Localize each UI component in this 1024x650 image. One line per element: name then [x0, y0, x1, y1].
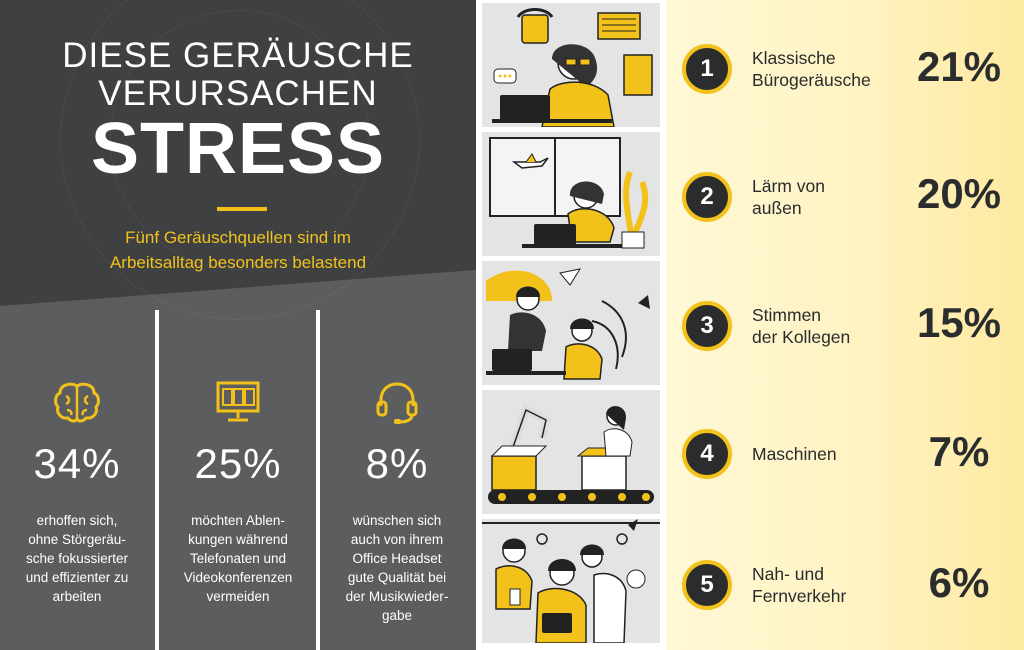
stat-focus: 34% erhoffen sich, ohne Störgeräu- sche … [2, 310, 152, 650]
ranking-row: 3 Stimmen der Kollegen 15% [666, 261, 1024, 391]
title-line-1: DIESE GERÄUSCHE [62, 36, 414, 75]
rank-badge: 5 [682, 560, 732, 610]
rank-label: Stimmen der Kollegen [752, 304, 902, 348]
stat-description: erhoffen sich, ohne Störgeräu- sche foku… [10, 511, 144, 606]
desc-line: möchten Ablen- [191, 513, 285, 528]
machines-illustration [482, 390, 660, 514]
label-line: Bürogeräusche [752, 70, 871, 90]
colleagues-voices-illustration [482, 261, 660, 385]
desc-line: wünschen sich [352, 513, 442, 528]
rank-badge: 2 [682, 172, 732, 222]
desc-line: ohne Störgeräu- [28, 532, 126, 547]
desc-line: Telefonaten und [189, 551, 287, 566]
desc-line: gabe [381, 608, 413, 623]
stat-headset-music: 8% wünschen sich auch von ihrem Office H… [322, 310, 472, 650]
stats-section: 34% erhoffen sich, ohne Störgeräu- sche … [0, 310, 476, 650]
label-line: Stimmen [752, 305, 822, 325]
label-line: Nah- und [752, 564, 824, 584]
desc-line: Videokonferenzen [183, 570, 293, 585]
brain-icon [52, 380, 102, 425]
rank-percent: 20% [916, 170, 1002, 217]
headset-icon [372, 380, 422, 425]
office-noise-illustration [482, 3, 660, 127]
label-line: außen [752, 198, 802, 218]
rank-label: Nah- und Fernverkehr [752, 563, 902, 607]
desc-line: und effizienter zu [25, 570, 129, 585]
ranking-row: 5 Nah- und Fernverkehr 6% [666, 519, 1024, 649]
stat-divider [316, 310, 320, 650]
rank-label: Maschinen [752, 443, 902, 465]
stat-description: wünschen sich auch von ihrem Office Head… [330, 511, 464, 625]
subtitle-line-1: Fünf Geräuschquellen sind im [125, 228, 351, 247]
stat-value: 8% [365, 440, 429, 487]
stat-distractions: 25% möchten Ablen- kungen während Telefo… [163, 310, 313, 650]
subtitle-line-2: Arbeitsalltag besonders belastend [109, 253, 367, 272]
rank-badge: 4 [682, 429, 732, 479]
rank-percent: 7% [928, 428, 990, 475]
ranking-row: 4 Maschinen 7% [666, 390, 1024, 520]
desc-line: sche fokussierter [25, 551, 129, 566]
outside-noise-illustration [482, 132, 660, 256]
label-line: der Kollegen [752, 327, 851, 347]
decorative-circle [110, 10, 370, 270]
ranking-column: 1 Klassische Bürogeräusche 21% 2 Lärm vo… [666, 0, 1024, 650]
label-line: Klassische [752, 48, 836, 68]
ranking-row: 1 Klassische Bürogeräusche 21% [666, 3, 1024, 133]
label-line: Maschinen [752, 444, 837, 464]
title-line-2: VERURSACHEN [98, 74, 378, 113]
stat-value: 34% [33, 440, 121, 487]
desc-line: gute Qualität bei [347, 570, 447, 585]
stat-description: möchten Ablen- kungen während Telefonate… [171, 511, 305, 606]
desc-line: vermeiden [206, 589, 270, 604]
desc-line: der Musikwieder- [345, 589, 449, 604]
illustrations-column [476, 0, 666, 650]
desc-line: arbeiten [52, 589, 102, 604]
stat-value: 25% [194, 440, 282, 487]
stat-divider [155, 310, 159, 650]
rank-badge: 1 [682, 44, 732, 94]
rank-percent: 15% [916, 299, 1002, 346]
desc-line: auch von ihrem [350, 532, 444, 547]
label-line: Lärm von [752, 176, 825, 196]
title-underline [217, 207, 267, 211]
rank-badge: 3 [682, 301, 732, 351]
subtitle: Fünf Geräuschquellen sind im Arbeitsallt… [40, 225, 436, 275]
rank-percent: 21% [916, 43, 1002, 90]
label-line: Fernverkehr [752, 586, 847, 606]
rank-label: Lärm von außen [752, 175, 902, 219]
rank-percent: 6% [928, 559, 990, 606]
left-panel: DIESE GERÄUSCHE VERURSACHEN STRESS Fünf … [0, 0, 476, 650]
desc-line: kungen während [188, 532, 288, 547]
traffic-illustration [482, 519, 660, 643]
title-line-3: STRESS [90, 109, 386, 189]
desc-line: Office Headset [352, 551, 442, 566]
rank-label: Klassische Bürogeräusche [752, 47, 902, 91]
monitor-video-call-icon [213, 380, 263, 425]
ranking-row: 2 Lärm von außen 20% [666, 132, 1024, 262]
desc-line: erhoffen sich, [36, 513, 118, 528]
